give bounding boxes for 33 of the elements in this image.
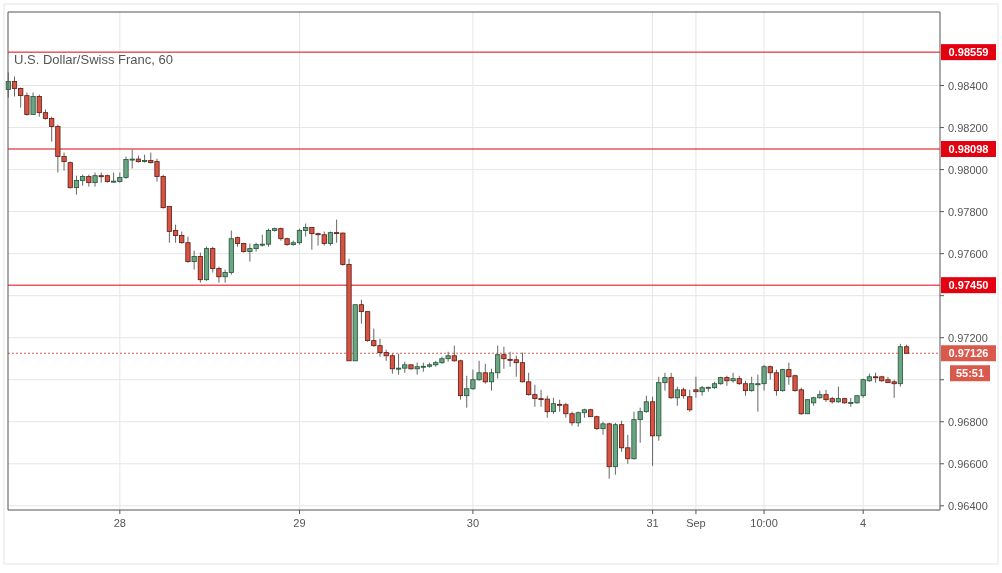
candlestick	[30, 91, 36, 116]
y-tick-label: 0.97600	[948, 247, 988, 260]
x-tick-label: 10:00	[750, 517, 778, 529]
candlestick	[600, 421, 606, 436]
candlestick	[693, 376, 699, 399]
y-tick-label: 0.96600	[948, 457, 988, 470]
x-tick-label: 28	[113, 517, 126, 529]
candlestick	[724, 375, 730, 387]
y-tick-label: 0.96800	[948, 415, 988, 428]
x-tick-label: Sep	[686, 517, 706, 529]
x-tick-label: 4	[860, 517, 867, 529]
text: U.S. Dollar/Swiss Franc, 60	[14, 52, 173, 67]
y-tick-label: 0.97800	[948, 205, 988, 218]
ref-line-label: 0.97450	[948, 279, 989, 292]
text: 55:51	[955, 367, 985, 380]
ref-line-label: 0.98098	[948, 143, 989, 155]
y-tick-label: 0.98200	[948, 121, 988, 134]
x-tick-label: 31	[646, 517, 659, 529]
candlestick	[197, 252, 203, 284]
y-tick-label: 0.97200	[948, 331, 988, 344]
y-tick-label: 0.98400	[948, 79, 988, 92]
ref-line-label: 0.97126	[948, 347, 989, 360]
candlestick	[674, 386, 680, 407]
y-tick-label: 0.96400	[948, 499, 988, 512]
ref-line-label: 0.98559	[948, 46, 989, 59]
candlestick	[730, 372, 736, 384]
y-tick-label: 0.98000	[948, 163, 988, 176]
candlestick	[191, 250, 197, 271]
candlestick	[482, 363, 488, 385]
x-tick-label: 30	[466, 517, 480, 529]
x-tick-label: 29	[293, 517, 306, 529]
candlestick	[687, 389, 693, 413]
candlestick	[668, 372, 674, 400]
